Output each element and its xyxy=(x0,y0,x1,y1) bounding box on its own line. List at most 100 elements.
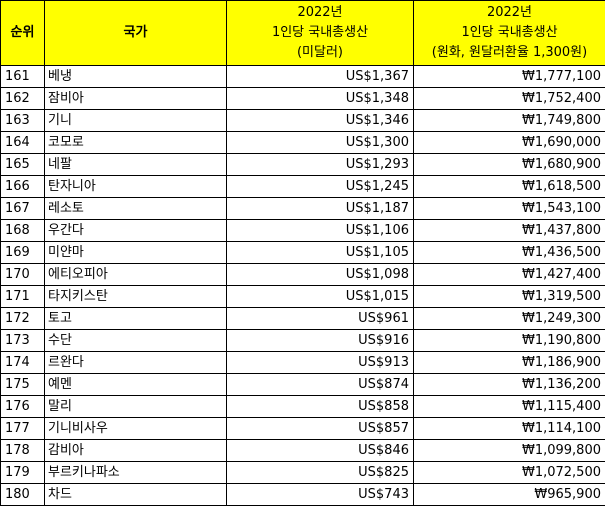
country-cell: 수단 xyxy=(44,329,227,352)
rank-cell: 168 xyxy=(0,219,45,242)
krw-gdp-header: 2022년 1인당 국내총생산 (원화, 원달러환율 1,300원) xyxy=(413,0,605,66)
table-row: 176 말리 US$858 ₩1,115,400 xyxy=(0,395,605,418)
krw-gdp-cell: ₩1,680,900 xyxy=(413,153,605,176)
usd-gdp-cell: US$1,245 xyxy=(226,175,414,198)
usd-gdp-cell: US$857 xyxy=(226,417,414,440)
krw-gdp-cell: ₩1,190,800 xyxy=(413,329,605,352)
table-row: 174 르완다 US$913 ₩1,186,900 xyxy=(0,351,605,374)
table-row: 180 차드 US$743 ₩965,900 xyxy=(0,483,605,506)
rank-cell: 162 xyxy=(0,87,45,110)
rank-cell: 166 xyxy=(0,175,45,198)
table-row: 179 부르키나파소 US$825 ₩1,072,500 xyxy=(0,461,605,484)
table-row: 172 토고 US$961 ₩1,249,300 xyxy=(0,307,605,330)
krw-gdp-cell: ₩1,186,900 xyxy=(413,351,605,374)
table-row: 177 기니비사우 US$857 ₩1,114,100 xyxy=(0,417,605,440)
usd-gdp-cell: US$858 xyxy=(226,395,414,418)
krw-gdp-cell: ₩1,618,500 xyxy=(413,175,605,198)
usd-gdp-cell: US$1,106 xyxy=(226,219,414,242)
table-row: 169 미얀마 US$1,105 ₩1,436,500 xyxy=(0,241,605,264)
rank-cell: 164 xyxy=(0,131,45,154)
country-cell: 차드 xyxy=(44,483,227,506)
krw-gdp-cell: ₩1,072,500 xyxy=(413,461,605,484)
rank-cell: 173 xyxy=(0,329,45,352)
rank-cell: 167 xyxy=(0,197,45,220)
krw-gdp-cell: ₩1,777,100 xyxy=(413,65,605,88)
country-cell: 부르키나파소 xyxy=(44,461,227,484)
country-cell: 베냉 xyxy=(44,65,227,88)
krw-header-line-3: (원화, 원달러환율 1,300원) xyxy=(431,45,588,60)
usd-header-line-2: 1인당 국내총생산 xyxy=(271,25,369,40)
rank-cell: 178 xyxy=(0,439,45,462)
country-cell: 미얀마 xyxy=(44,241,227,264)
country-cell: 타지키스탄 xyxy=(44,285,227,308)
usd-gdp-cell: US$1,187 xyxy=(226,197,414,220)
usd-gdp-cell: US$961 xyxy=(226,307,414,330)
country-cell: 기니 xyxy=(44,109,227,132)
country-cell: 코모로 xyxy=(44,131,227,154)
rank-cell: 176 xyxy=(0,395,45,418)
table-row: 166 탄자니아 US$1,245 ₩1,618,500 xyxy=(0,175,605,198)
krw-gdp-cell: ₩1,427,400 xyxy=(413,263,605,286)
krw-gdp-cell: ₩1,136,200 xyxy=(413,373,605,396)
table-row: 175 예멘 US$874 ₩1,136,200 xyxy=(0,373,605,396)
table-row: 173 수단 US$916 ₩1,190,800 xyxy=(0,329,605,352)
country-cell: 잠비아 xyxy=(44,87,227,110)
usd-gdp-cell: US$846 xyxy=(226,439,414,462)
rank-cell: 177 xyxy=(0,417,45,440)
usd-gdp-cell: US$1,348 xyxy=(226,87,414,110)
country-cell: 레소토 xyxy=(44,197,227,220)
krw-gdp-cell: ₩1,099,800 xyxy=(413,439,605,462)
rank-cell: 170 xyxy=(0,263,45,286)
country-header: 국가 xyxy=(44,0,227,66)
krw-gdp-cell: ₩1,249,300 xyxy=(413,307,605,330)
usd-gdp-cell: US$1,098 xyxy=(226,263,414,286)
table-row: 165 네팔 US$1,293 ₩1,680,900 xyxy=(0,153,605,176)
table-row: 167 레소토 US$1,187 ₩1,543,100 xyxy=(0,197,605,220)
usd-gdp-cell: US$913 xyxy=(226,351,414,374)
usd-gdp-header: 2022년 1인당 국내총생산 (미달러) xyxy=(226,0,414,66)
usd-header-line-1: 2022년 xyxy=(297,5,343,20)
krw-gdp-cell: ₩1,319,500 xyxy=(413,285,605,308)
country-cell: 말리 xyxy=(44,395,227,418)
krw-gdp-cell: ₩965,900 xyxy=(413,483,605,506)
table-row: 162 잠비아 US$1,348 ₩1,752,400 xyxy=(0,87,605,110)
krw-gdp-cell: ₩1,115,400 xyxy=(413,395,605,418)
usd-gdp-cell: US$825 xyxy=(226,461,414,484)
rank-cell: 165 xyxy=(0,153,45,176)
usd-gdp-cell: US$1,293 xyxy=(226,153,414,176)
rank-cell: 180 xyxy=(0,483,45,506)
rank-cell: 175 xyxy=(0,373,45,396)
country-cell: 르완다 xyxy=(44,351,227,374)
country-cell: 기니비사우 xyxy=(44,417,227,440)
country-cell: 예멘 xyxy=(44,373,227,396)
table-row: 161 베냉 US$1,367 ₩1,777,100 xyxy=(0,65,605,88)
usd-gdp-cell: US$1,346 xyxy=(226,109,414,132)
krw-gdp-cell: ₩1,690,000 xyxy=(413,131,605,154)
table-row: 171 타지키스탄 US$1,015 ₩1,319,500 xyxy=(0,285,605,308)
rank-cell: 163 xyxy=(0,109,45,132)
usd-gdp-cell: US$874 xyxy=(226,373,414,396)
country-cell: 탄자니아 xyxy=(44,175,227,198)
usd-gdp-cell: US$1,367 xyxy=(226,65,414,88)
rank-header: 순위 xyxy=(0,0,45,66)
krw-gdp-cell: ₩1,543,100 xyxy=(413,197,605,220)
usd-gdp-cell: US$1,105 xyxy=(226,241,414,264)
krw-gdp-cell: ₩1,437,800 xyxy=(413,219,605,242)
country-cell: 우간다 xyxy=(44,219,227,242)
table-row: 178 감비아 US$846 ₩1,099,800 xyxy=(0,439,605,462)
rank-cell: 171 xyxy=(0,285,45,308)
krw-gdp-cell: ₩1,114,100 xyxy=(413,417,605,440)
usd-header-line-3: (미달러) xyxy=(296,45,344,60)
rank-cell: 179 xyxy=(0,461,45,484)
rank-cell: 174 xyxy=(0,351,45,374)
usd-gdp-cell: US$1,015 xyxy=(226,285,414,308)
usd-gdp-cell: US$916 xyxy=(226,329,414,352)
usd-gdp-cell: US$743 xyxy=(226,483,414,506)
krw-gdp-cell: ₩1,749,800 xyxy=(413,109,605,132)
krw-gdp-cell: ₩1,752,400 xyxy=(413,87,605,110)
country-cell: 토고 xyxy=(44,307,227,330)
table-row: 164 코모로 US$1,300 ₩1,690,000 xyxy=(0,131,605,154)
table-row: 168 우간다 US$1,106 ₩1,437,800 xyxy=(0,219,605,242)
table-body: 161 베냉 US$1,367 ₩1,777,100 162 잠비아 US$1,348 ₩1,… xyxy=(0,65,605,506)
